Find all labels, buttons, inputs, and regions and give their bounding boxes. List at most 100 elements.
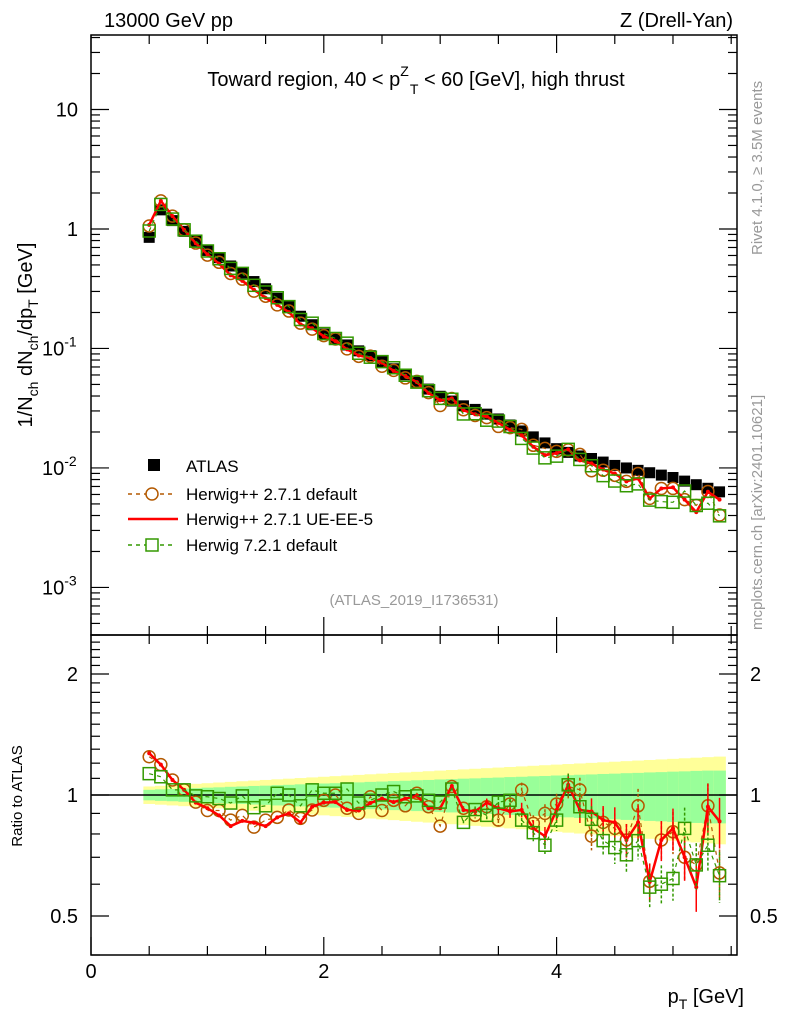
stat-uncertainty-band bbox=[667, 771, 680, 822]
herwigpp-ueee5-point bbox=[310, 804, 315, 809]
herwigpp-ueee5-point bbox=[601, 818, 606, 823]
ratio-y-tick-label-right: 1 bbox=[750, 785, 761, 807]
ylabel-part: [GeV] bbox=[15, 243, 37, 300]
herwigpp-ueee5-point bbox=[321, 334, 326, 339]
herwig7-default-point bbox=[619, 848, 634, 862]
atlas-point bbox=[492, 413, 504, 425]
herwig7-default-point bbox=[212, 251, 226, 266]
herwigpp-ueee5-point bbox=[717, 819, 722, 824]
title-suffix: < 60 [GeV], high thrust bbox=[418, 69, 625, 91]
herwigpp-ueee5-point bbox=[554, 451, 559, 456]
atlas-point bbox=[597, 456, 609, 468]
ylabel-sub: ch bbox=[25, 382, 41, 397]
herwig7-default-point bbox=[282, 788, 296, 802]
legend: ATLAS Herwig++ 2.7.1 default Herwig++ 2.… bbox=[128, 457, 373, 555]
herwig7-default-point bbox=[666, 871, 680, 886]
herwig7-default-point bbox=[340, 782, 354, 796]
stat-uncertainty-band bbox=[620, 773, 633, 820]
atlas-point bbox=[632, 464, 644, 476]
herwigpp-ueee5-point bbox=[636, 820, 641, 825]
main-series-line bbox=[148, 203, 720, 517]
herwigpp-ueee5-point bbox=[228, 824, 233, 829]
herwig7-default-point bbox=[526, 825, 541, 840]
herwig7-default-point bbox=[689, 858, 704, 872]
herwigpp-ueee5-point bbox=[670, 826, 675, 831]
herwigpp-ueee5-point bbox=[356, 353, 361, 358]
herwig7-default-point bbox=[189, 234, 203, 248]
rivet-label: Rivet 4.1.0, ≥ 3.5M events bbox=[749, 81, 766, 255]
atlas-point bbox=[586, 452, 598, 464]
herwigpp-ueee5-point bbox=[484, 800, 489, 805]
herwig7-default-point bbox=[142, 224, 156, 238]
herwigpp-ueee5-point bbox=[577, 458, 582, 463]
herwig7-default-point bbox=[235, 789, 250, 803]
herwigpp-ueee5-point bbox=[438, 398, 443, 403]
herwigpp-ueee5-point bbox=[461, 807, 466, 812]
atlas-point bbox=[364, 350, 376, 362]
atlas-point bbox=[446, 395, 458, 407]
herwig7-default-point bbox=[677, 484, 692, 498]
stat-uncertainty-band bbox=[539, 775, 552, 817]
herwig7-default-point bbox=[561, 778, 575, 792]
stat-uncertainty-band bbox=[469, 778, 482, 814]
herwigpp-ueee5-point bbox=[508, 809, 513, 814]
herwigpp-ueee5-point bbox=[670, 485, 675, 490]
herwig7-default-point bbox=[584, 458, 599, 473]
herwigpp-ueee5-point bbox=[251, 820, 256, 825]
atlas-point bbox=[574, 450, 586, 462]
herwig7-default-point bbox=[293, 799, 308, 813]
ratio-y-tick-label-right: 0.5 bbox=[750, 906, 778, 928]
herwigpp-ueee5-point bbox=[705, 489, 710, 494]
atlas-point bbox=[388, 363, 400, 375]
herwig7-default-point bbox=[712, 509, 727, 523]
herwig7-default-point bbox=[258, 799, 273, 813]
herwig7-default-point bbox=[573, 799, 587, 814]
herwigpp-ueee5-point bbox=[612, 820, 617, 825]
header-right: Z (Drell-Yan) bbox=[620, 10, 733, 32]
herwigpp-ueee5-point bbox=[531, 444, 536, 449]
atlas-point bbox=[516, 425, 528, 437]
herwig7-default-point bbox=[305, 316, 319, 330]
legend-label-herwigpp-default: Herwig++ 2.7.1 default bbox=[186, 485, 357, 504]
mcplots-label: mcplots.cern.ch [arXiv:2401.10621] bbox=[749, 395, 766, 630]
atlas-point bbox=[620, 462, 632, 474]
atlas-point bbox=[562, 446, 574, 458]
ratio-y-tick-label-right: 2 bbox=[750, 664, 761, 686]
atlas-point bbox=[201, 244, 213, 256]
herwigpp-ueee5-point bbox=[298, 820, 303, 825]
herwigpp-ueee5-point bbox=[379, 796, 384, 801]
herwig7-default-point bbox=[445, 782, 459, 796]
herwig7-default-point bbox=[514, 813, 529, 827]
atlas-point bbox=[295, 310, 307, 322]
stat-uncertainty-band bbox=[585, 774, 598, 819]
atlas-point bbox=[248, 276, 260, 288]
herwigpp-ueee5-point bbox=[263, 824, 268, 829]
ratio-series-line bbox=[148, 756, 721, 882]
herwig7-default-point bbox=[631, 477, 645, 491]
stat-uncertainty-band bbox=[690, 770, 703, 823]
herwig7-default-point bbox=[421, 383, 436, 398]
atlas-point bbox=[667, 471, 679, 483]
herwig7-default-point bbox=[200, 244, 215, 258]
herwigpp-ueee5-point bbox=[170, 214, 175, 219]
ratio-y-label: Ratio to ATLAS bbox=[9, 745, 26, 846]
stat-uncertainty-band bbox=[678, 771, 691, 823]
y-tick-label: 10-1 bbox=[42, 333, 77, 360]
atlas-point bbox=[341, 339, 353, 351]
herwig7-default-point bbox=[386, 361, 401, 375]
atlas-point bbox=[166, 215, 178, 227]
herwig7-default-point bbox=[549, 449, 564, 463]
x-tick-label: 0 bbox=[85, 961, 96, 983]
ylabel-part: 1/N bbox=[15, 396, 37, 427]
atlas-point bbox=[329, 333, 341, 345]
herwigpp-ueee5-point bbox=[461, 408, 466, 413]
x-tick-label: 2 bbox=[318, 961, 329, 983]
legend-marker-atlas bbox=[148, 459, 160, 471]
herwig7-default-point bbox=[433, 795, 447, 809]
herwigpp-ueee5-point bbox=[333, 800, 338, 805]
herwig7-default-point bbox=[282, 299, 296, 314]
herwigpp-ueee5-point bbox=[275, 815, 280, 820]
herwig7-default-point bbox=[631, 833, 645, 848]
title-sub: T bbox=[410, 81, 419, 97]
herwigpp-default-point bbox=[375, 803, 389, 818]
